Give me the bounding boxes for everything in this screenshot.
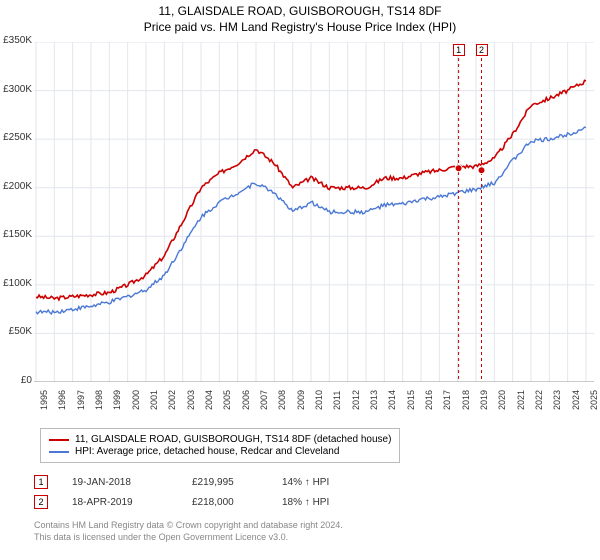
sale-vs-hpi: 18% ↑ HPI [282, 497, 372, 508]
sale-marker-flag: 1 [453, 44, 465, 56]
chart-container: 11, GLAISDALE ROAD, GUISBOROUGH, TS14 8D… [0, 0, 600, 560]
attribution-line: Contains HM Land Registry data © Crown c… [34, 520, 343, 532]
chart-title: 11, GLAISDALE ROAD, GUISBOROUGH, TS14 8D… [0, 4, 600, 18]
legend-label: HPI: Average price, detached house, Redc… [75, 446, 339, 457]
legend: 11, GLAISDALE ROAD, GUISBOROUGH, TS14 8D… [40, 428, 400, 463]
sale-marker-flag: 2 [476, 44, 488, 56]
sale-marker-badge: 1 [34, 475, 48, 489]
chart-subtitle: Price paid vs. HM Land Registry's House … [0, 20, 600, 34]
sale-date: 19-JAN-2018 [72, 477, 192, 488]
legend-swatch [49, 439, 69, 441]
table-row: 2 18-APR-2019 £218,000 18% ↑ HPI [34, 492, 372, 512]
sale-vs-hpi: 14% ↑ HPI [282, 477, 372, 488]
legend-label: 11, GLAISDALE ROAD, GUISBOROUGH, TS14 8D… [75, 434, 391, 445]
table-row: 1 19-JAN-2018 £219,995 14% ↑ HPI [34, 472, 372, 492]
legend-item: 11, GLAISDALE ROAD, GUISBOROUGH, TS14 8D… [49, 434, 391, 445]
x-axis-labels: 1995199619971998199920002001200220032004… [34, 386, 594, 412]
sales-table: 1 19-JAN-2018 £219,995 14% ↑ HPI 2 18-AP… [34, 472, 372, 512]
chart-area: £0£50K£100K£150K£200K£250K£300K£350K 12 … [34, 42, 594, 412]
sale-price: £219,995 [192, 477, 282, 488]
attribution-line: This data is licensed under the Open Gov… [34, 532, 343, 544]
y-axis-labels: £0£50K£100K£150K£200K£250K£300K£350K [0, 35, 32, 389]
title-block: 11, GLAISDALE ROAD, GUISBOROUGH, TS14 8D… [0, 0, 600, 34]
sale-date: 18-APR-2019 [72, 497, 192, 508]
line-chart-svg [34, 42, 594, 382]
sale-price: £218,000 [192, 497, 282, 508]
legend-item: HPI: Average price, detached house, Redc… [49, 446, 391, 457]
legend-swatch [49, 451, 69, 453]
attribution: Contains HM Land Registry data © Crown c… [34, 520, 343, 543]
sale-marker-badge: 2 [34, 495, 48, 509]
